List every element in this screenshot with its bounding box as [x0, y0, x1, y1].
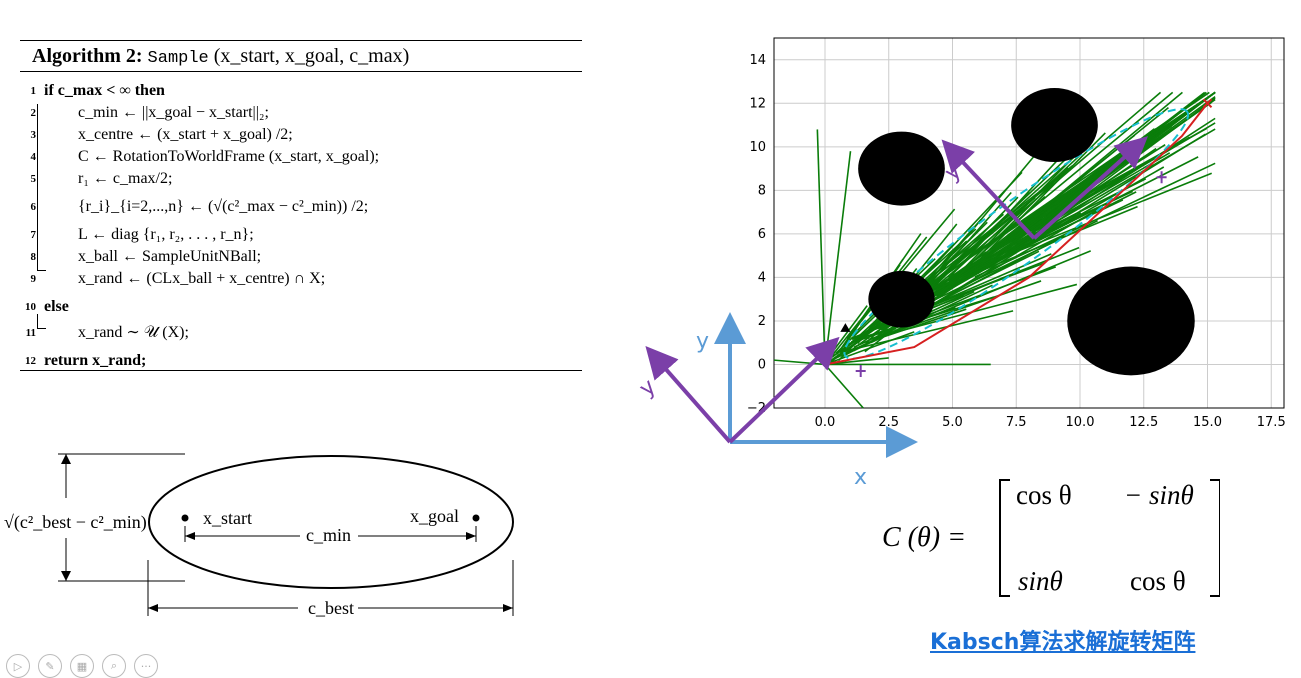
algo-line-1: if c_max < ∞ then: [44, 82, 165, 99]
y-tick-label: 14: [749, 53, 766, 68]
purple-cross: [1156, 171, 1167, 184]
algo-line-11: x_rand ∼ 𝒰 (X);: [78, 324, 189, 341]
x-tick-label: 15.0: [1193, 415, 1222, 430]
algo-line-4: C ← RotationToWorldFrame (x_start, x_goa…: [78, 148, 380, 165]
tree-edge: [824, 151, 852, 365]
y-tick-label: 12: [749, 96, 766, 111]
x-tick-label: 10.0: [1066, 415, 1095, 430]
tree-edge: [917, 238, 1033, 310]
local-y-label: y: [635, 374, 661, 402]
tree-edge: [824, 331, 915, 366]
height-label: √(c²_best − c²_min): [4, 512, 147, 533]
x-tick-label: 5.0: [942, 415, 963, 430]
algorithm-box: Algorithm 2: Sample (x_start, x_goal, c_…: [20, 40, 582, 72]
algo-line-9: x_rand ← (CLx_ball + x_centre) ∩ X;: [78, 270, 326, 287]
goal-point: [472, 514, 480, 522]
y-tick-label: 10: [749, 140, 766, 155]
tree-edge: [816, 129, 826, 365]
algorithm-title: Algorithm 2: Sample (x_start, x_goal, c_…: [20, 41, 582, 72]
pen-icon[interactable]: ✎: [38, 654, 62, 678]
tree-edge: [929, 211, 1082, 307]
tree-edge: [977, 91, 1174, 255]
play-icon[interactable]: ▷: [6, 654, 30, 678]
local-y-axis: [645, 345, 732, 444]
zoom-icon[interactable]: ⌕: [102, 654, 126, 678]
obstacle: [1011, 88, 1098, 163]
y-tick-label: 0: [758, 357, 766, 372]
algorithm-lines: 1 if c_max < ∞ then 2 c_min ← ||x_goal − x…: [20, 80, 582, 372]
algo-line-12: return x_rand;: [44, 352, 147, 369]
tree-edge: [984, 152, 1171, 262]
y-tick-label: 4: [758, 270, 766, 285]
rotation-matrix: C (θ) = cos θ − sinθ sinθ cos θ: [880, 476, 1220, 606]
tree-edge: [967, 178, 1147, 269]
matrix-a11: cos θ: [1016, 480, 1072, 510]
plot-local-x-axis: [1032, 136, 1149, 240]
x-tick-label: 7.5: [1006, 415, 1027, 430]
matrix-a21: sinθ: [1018, 566, 1063, 596]
algo-line-3: x_centre ← (x_start + x_goal) /2;: [78, 126, 293, 143]
triangle-marker: [840, 323, 851, 332]
obstacle: [1067, 266, 1195, 376]
algo-line-6: {r_i}_{i=2,...,n} ← (√(c²_max − c²_min))…: [78, 198, 369, 215]
tree-edge: [926, 205, 1138, 295]
local-x-axis: [728, 336, 840, 444]
best-path: [824, 102, 1209, 366]
algo-line-7: L ← diag {r₁, r₂, . . . , r_n};: [78, 226, 254, 243]
cbest-label: c_best: [308, 598, 354, 618]
slide-toolbar: ▷ ✎ ▦ ⌕ ···: [6, 654, 158, 678]
cmin-label: c_min: [306, 525, 351, 545]
start-label: x_start: [203, 508, 252, 528]
algorithm-indent-bar: [37, 104, 38, 270]
tree-edge: [974, 162, 1216, 278]
informed-ellipse: [843, 108, 1190, 360]
more-icon[interactable]: ···: [134, 654, 158, 678]
informed-ellipse: [148, 455, 514, 589]
world-y-label: y: [696, 329, 709, 354]
start-point: [181, 514, 189, 522]
purple-cross: [855, 365, 866, 377]
obstacle: [858, 131, 945, 206]
algo-line-5: r₁ ← c_max/2;: [78, 170, 173, 187]
y-tick-label: 2: [758, 314, 766, 329]
x-tick-label: 17.5: [1257, 415, 1286, 430]
frame-overlay: x y y: [635, 312, 918, 490]
algo-line-10: else: [44, 298, 69, 315]
world-x-label: x: [854, 465, 867, 490]
obstacle: [868, 270, 935, 328]
y-tick-label: 8: [758, 183, 766, 198]
tree-edge: [959, 91, 1162, 266]
x-tick-label: 12.5: [1129, 415, 1158, 430]
matrix-lhs: C (θ) =: [882, 522, 966, 553]
tree-edge: [977, 91, 1210, 252]
tree-edge: [824, 363, 864, 409]
tree-edge: [955, 195, 1122, 281]
kabsch-caption-link[interactable]: Kabsch算法求解旋转矩阵: [930, 630, 1196, 655]
plot-frame: [773, 37, 1285, 409]
goal-marker: [1202, 98, 1213, 109]
x-tick-label: 0.0: [815, 415, 836, 430]
plot-local-y-axis: [941, 139, 1036, 240]
rrt-plot: 0.0 2.5 5.0 7.5 10.0 12.5 15.0 17.5−20246810121…: [747, 37, 1286, 430]
goal-label: x_goal: [410, 506, 459, 526]
algo-line-8: x_ball ← SampleUnitNBall;: [78, 248, 262, 265]
tree-edge: [1008, 91, 1216, 237]
grid-icon[interactable]: ▦: [70, 654, 94, 678]
matrix-a22: cos θ: [1130, 566, 1186, 596]
matrix-a12: − sinθ: [1124, 480, 1194, 510]
ellipse-diagram: √(c²_best − c²_min) x_start x_goal c_min…: [4, 453, 514, 618]
algo-line-2: c_min ← ||x_goal − x_start||₂;: [78, 104, 269, 121]
y-tick-label: 6: [758, 227, 766, 242]
